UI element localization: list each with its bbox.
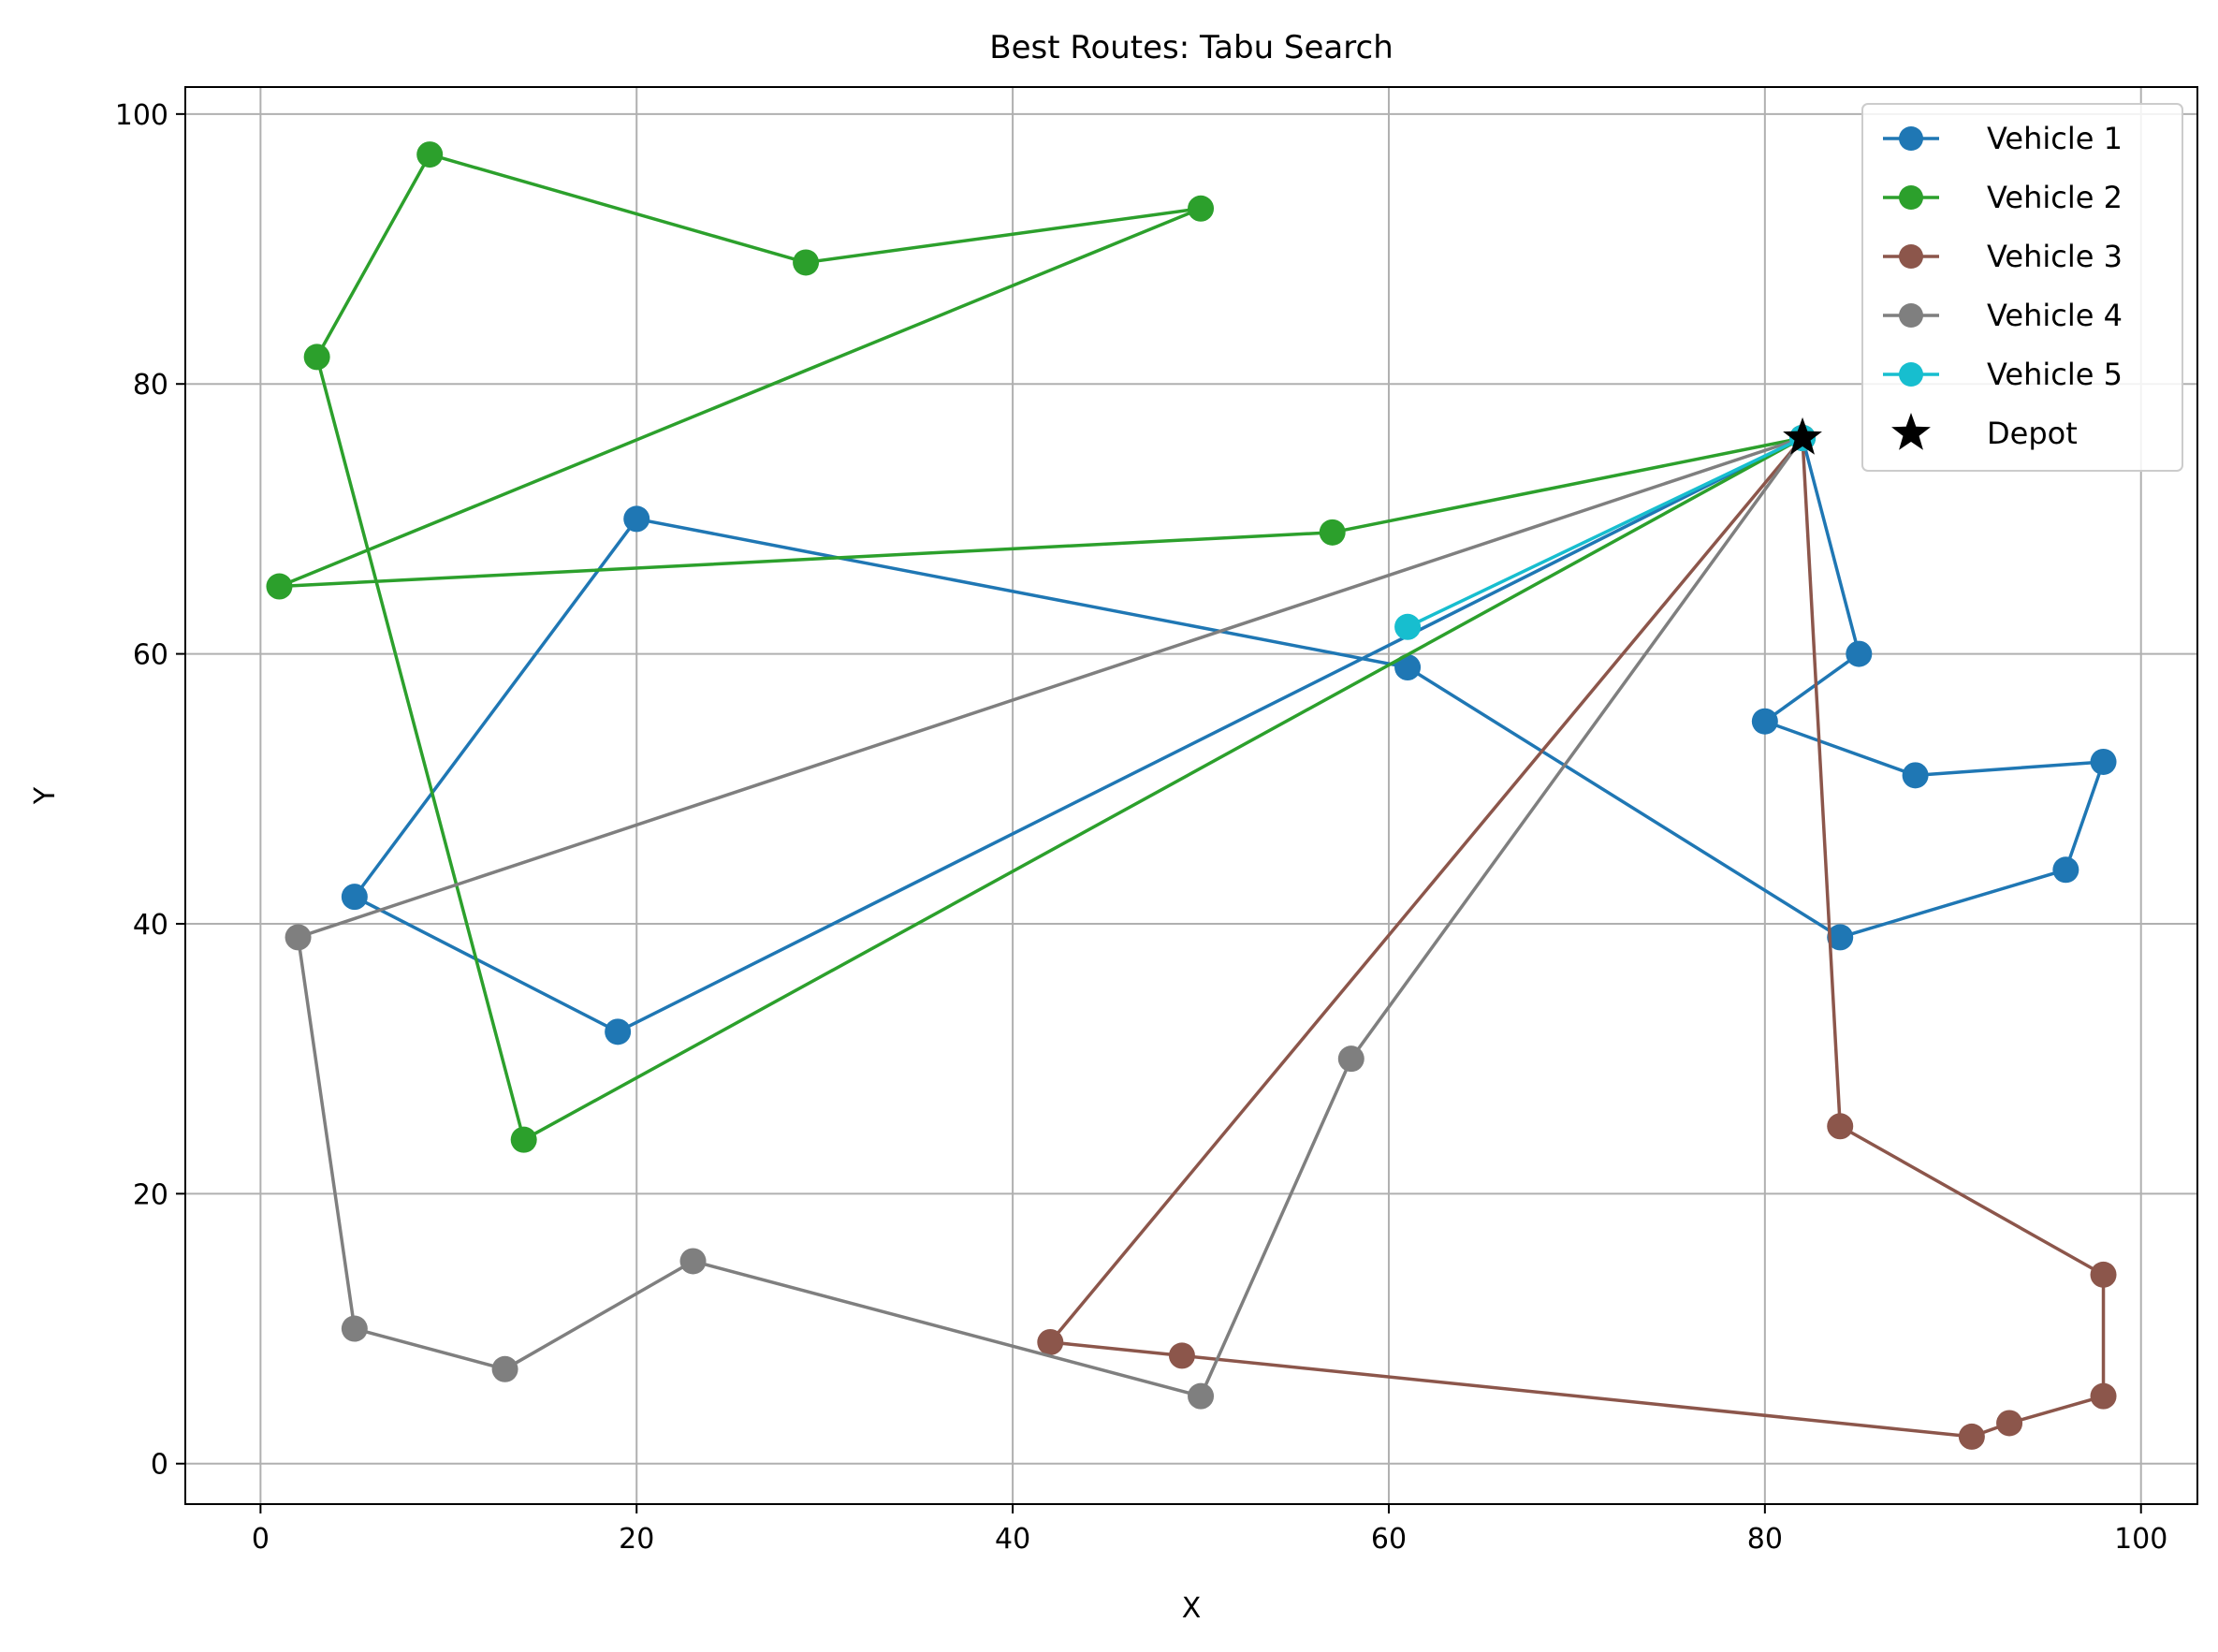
legend: Vehicle 1 Vehicle 2 Vehicle 3 Vehicle 4 Vehi… bbox=[1861, 103, 2183, 472]
route-line-vehicle-4 bbox=[296, 436, 1804, 1398]
x-tick-label: 40 bbox=[995, 1523, 1030, 1556]
legend-marker bbox=[1899, 303, 1923, 328]
route-point bbox=[1319, 519, 1346, 546]
route-point bbox=[491, 1355, 518, 1382]
y-tick-label: 100 bbox=[115, 99, 168, 132]
route-point bbox=[2090, 1261, 2117, 1288]
legend-marker bbox=[1899, 362, 1923, 387]
route-point bbox=[303, 344, 330, 371]
route-point bbox=[605, 1018, 632, 1045]
route-point bbox=[510, 1126, 537, 1153]
y-tick-label: 20 bbox=[133, 1178, 168, 1211]
route-point bbox=[285, 924, 312, 951]
route-point bbox=[1188, 195, 1215, 222]
y-tick-label: 0 bbox=[151, 1449, 168, 1482]
x-tick-label: 100 bbox=[2114, 1523, 2167, 1556]
route-point bbox=[679, 1248, 707, 1275]
legend-marker bbox=[1899, 244, 1923, 269]
route-point bbox=[2090, 748, 2117, 775]
legend-box bbox=[1861, 103, 2183, 472]
legend-label: Vehicle 3 bbox=[1987, 239, 2123, 274]
route-point bbox=[1337, 1045, 1364, 1073]
legend-label: Vehicle 1 bbox=[1987, 121, 2123, 156]
x-tick-label: 20 bbox=[619, 1523, 654, 1556]
route-point bbox=[2090, 1382, 2117, 1410]
x-tick-label: 0 bbox=[252, 1523, 270, 1556]
route-point bbox=[1168, 1342, 1195, 1369]
route-point bbox=[793, 249, 820, 276]
legend-marker bbox=[1899, 185, 1923, 210]
legend-star-marker bbox=[1891, 413, 1931, 450]
legend-label: Vehicle 4 bbox=[1987, 298, 2123, 333]
route-point bbox=[1902, 762, 1929, 789]
depot-star-marker bbox=[1783, 417, 1822, 455]
x-tick-label: 80 bbox=[1747, 1523, 1783, 1556]
route-point bbox=[1188, 1382, 1215, 1410]
route-point bbox=[1751, 708, 1778, 735]
chart-title: Best Routes: Tabu Search bbox=[989, 29, 1394, 66]
route-point bbox=[1394, 613, 1422, 640]
route-point bbox=[1827, 924, 1854, 951]
route-point bbox=[1996, 1410, 2023, 1437]
y-tick-label: 80 bbox=[133, 369, 168, 402]
route-point bbox=[341, 1315, 368, 1342]
route-point bbox=[1846, 640, 1873, 667]
route-line-vehicle-1 bbox=[353, 436, 2106, 1034]
x-axis-label: X bbox=[1182, 1592, 1202, 1625]
route-point bbox=[341, 884, 368, 911]
legend-marker bbox=[1899, 126, 1923, 151]
route-point bbox=[416, 141, 444, 168]
route-point bbox=[1037, 1328, 1064, 1355]
route-point bbox=[1958, 1423, 1985, 1450]
y-tick-label: 60 bbox=[133, 639, 168, 672]
route-point bbox=[1394, 654, 1422, 681]
depot-layer bbox=[1783, 417, 1822, 455]
y-axis-label: Y bbox=[29, 786, 62, 805]
route-point bbox=[1827, 1113, 1854, 1140]
y-tick-label: 40 bbox=[133, 909, 168, 942]
x-tick-label: 60 bbox=[1371, 1523, 1407, 1556]
route-point bbox=[2052, 856, 2079, 884]
plot-frame bbox=[184, 86, 2198, 1505]
legend-label: Vehicle 5 bbox=[1987, 357, 2123, 392]
route-point bbox=[623, 505, 650, 533]
legend-label: Vehicle 2 bbox=[1987, 180, 2123, 215]
route-point bbox=[266, 573, 293, 600]
series-vehicle-3 bbox=[1037, 424, 2117, 1450]
legend-label-depot: Depot bbox=[1987, 416, 2078, 451]
axis-ticks: 0 20 40 60 80 100 0 20 40 60 80 100 bbox=[115, 99, 2168, 1556]
